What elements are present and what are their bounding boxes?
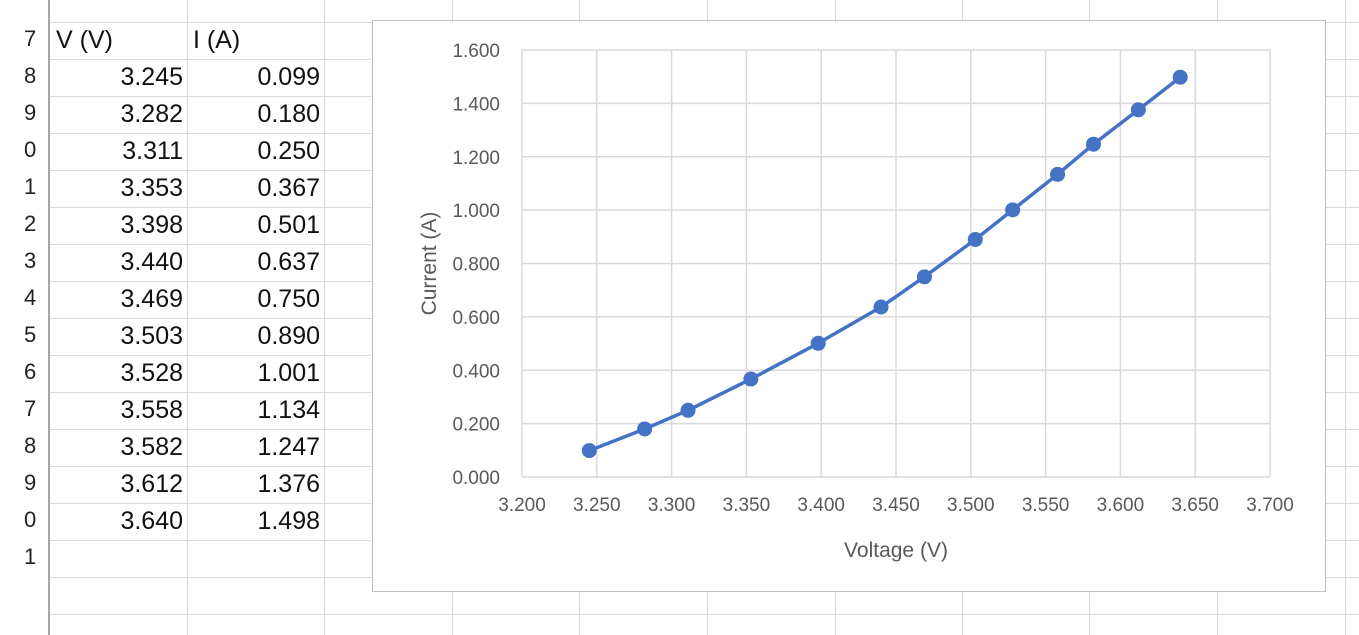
x-tick-label: 3.300 (648, 495, 696, 516)
cell-current[interactable]: 0.367 (257, 174, 320, 202)
cell-voltage[interactable]: 3.582 (120, 433, 183, 461)
cell-current[interactable]: 1.001 (257, 359, 320, 387)
row-header[interactable]: 8 (24, 433, 37, 458)
data-point (1085, 136, 1101, 152)
cell-voltage[interactable]: 3.282 (120, 100, 183, 128)
cell-current[interactable]: 1.376 (257, 470, 320, 498)
cell-current[interactable]: 0.890 (257, 322, 320, 350)
row-header[interactable]: 9 (24, 100, 37, 125)
row-header[interactable]: 7 (24, 396, 37, 421)
x-tick-label: 3.450 (872, 495, 920, 516)
data-point (1130, 102, 1146, 118)
column-gridline (187, 0, 188, 635)
cell-voltage[interactable]: 3.398 (120, 211, 183, 239)
row-gridline (48, 614, 1359, 615)
data-point (1005, 202, 1021, 218)
x-tick-label: 3.700 (1246, 495, 1294, 516)
row-header[interactable]: 9 (24, 470, 37, 495)
cell-current[interactable]: 1.498 (257, 507, 320, 535)
cell-voltage[interactable]: 3.440 (120, 248, 183, 276)
y-tick-label: 0.000 (452, 468, 500, 489)
cell-voltage[interactable]: 3.612 (120, 470, 183, 498)
row-header[interactable]: 6 (24, 359, 37, 384)
row-header[interactable]: 3 (24, 248, 37, 273)
x-tick-label: 3.550 (1022, 495, 1070, 516)
row-header[interactable]: 1 (24, 544, 37, 569)
data-point (1172, 69, 1188, 85)
cell-voltage[interactable]: 3.353 (120, 174, 183, 202)
data-point (637, 421, 653, 437)
y-tick-label: 0.600 (452, 308, 500, 329)
cell-voltage[interactable]: 3.640 (120, 507, 183, 535)
data-point (810, 335, 826, 351)
cell-voltage[interactable]: 3.311 (122, 137, 183, 165)
x-tick-label: 3.400 (797, 495, 845, 516)
y-tick-label: 0.800 (452, 255, 500, 276)
cell-current[interactable]: 0.099 (257, 63, 320, 91)
chart-area[interactable] (372, 20, 1326, 592)
y-axis-title: Current (A) (418, 212, 441, 316)
cell-current[interactable]: 1.247 (257, 433, 320, 461)
row-header-border (48, 0, 50, 635)
y-tick-label: 1.400 (452, 94, 500, 115)
cell-current[interactable]: 1.134 (257, 396, 320, 424)
cell-current[interactable]: 0.637 (257, 248, 320, 276)
cell-voltage[interactable]: 3.558 (120, 396, 183, 424)
data-point (581, 443, 597, 459)
cell-current[interactable]: 0.501 (257, 211, 320, 239)
cell-current[interactable]: 0.750 (257, 285, 320, 313)
row-header[interactable]: 7 (24, 26, 37, 51)
data-point (916, 269, 932, 285)
x-tick-label: 3.650 (1171, 495, 1219, 516)
cell-voltage[interactable]: 3.245 (120, 63, 183, 91)
column-gridline (1345, 0, 1346, 635)
column-gridline (324, 0, 325, 635)
data-point (873, 299, 889, 315)
x-tick-label: 3.500 (947, 495, 995, 516)
header-current[interactable]: I (A) (193, 26, 241, 54)
y-tick-label: 0.200 (452, 415, 500, 436)
y-tick-label: 1.600 (452, 41, 500, 62)
data-point (743, 371, 759, 387)
data-point (680, 402, 696, 418)
x-tick-label: 3.600 (1097, 495, 1145, 516)
row-header[interactable]: 4 (24, 285, 37, 310)
x-axis-title: Voltage (V) (844, 539, 948, 562)
row-header[interactable]: 0 (24, 137, 37, 162)
x-tick-label: 3.350 (723, 495, 771, 516)
row-header[interactable]: 1 (24, 174, 37, 199)
cell-current[interactable]: 0.250 (257, 137, 320, 165)
row-header[interactable]: 2 (24, 211, 37, 236)
cell-voltage[interactable]: 3.469 (120, 285, 183, 313)
x-tick-label: 3.250 (573, 495, 621, 516)
row-header[interactable]: 0 (24, 507, 37, 532)
row-header[interactable]: 8 (24, 63, 37, 88)
cell-voltage[interactable]: 3.503 (120, 322, 183, 350)
x-tick-label: 3.200 (498, 495, 546, 516)
data-point (1050, 166, 1066, 182)
y-tick-label: 1.000 (452, 201, 500, 222)
y-tick-label: 0.400 (452, 361, 500, 382)
y-tick-label: 1.200 (452, 148, 500, 169)
data-point (967, 231, 983, 247)
header-voltage[interactable]: V (V) (56, 26, 113, 54)
cell-current[interactable]: 0.180 (257, 100, 320, 128)
cell-voltage[interactable]: 3.528 (120, 359, 183, 387)
row-header[interactable]: 5 (24, 322, 37, 347)
iv-chart[interactable]: 0.000 0.200 0.400 0.600 0.800 1.000 1.200 1.400… (372, 20, 1326, 592)
